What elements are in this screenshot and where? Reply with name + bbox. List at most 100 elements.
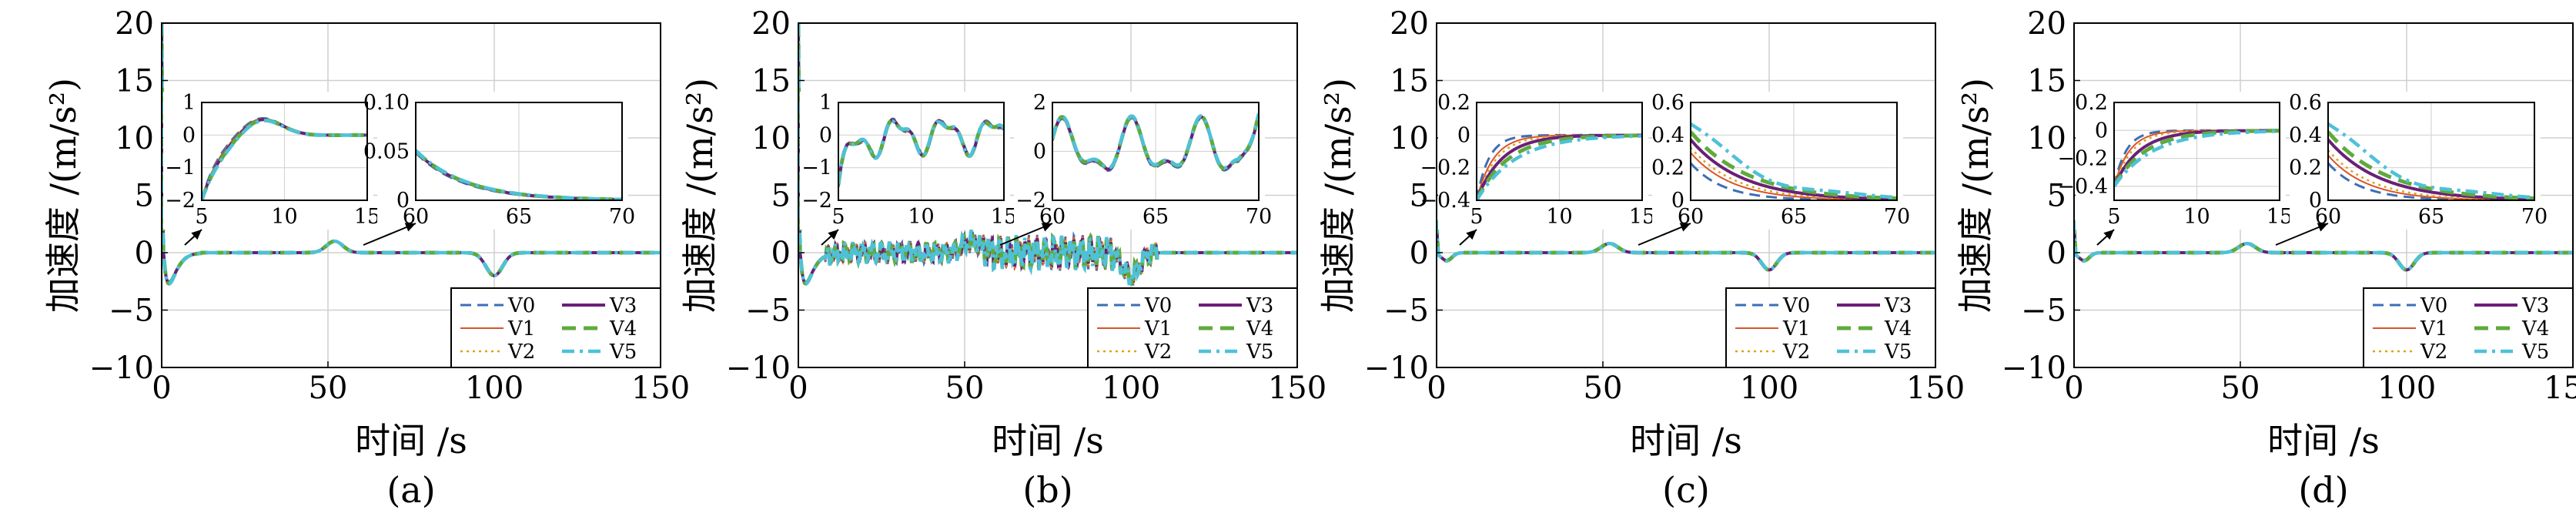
- x-tick-label: 0: [788, 371, 808, 406]
- inset-frame: [838, 102, 1005, 201]
- inset-x-tick-label: 65: [1142, 205, 1169, 229]
- panel-tag: (a): [386, 469, 435, 511]
- legend-label: V3: [1246, 294, 1273, 317]
- zoom-arrow-head: [2103, 230, 2114, 240]
- inset-frame: [1690, 102, 1898, 201]
- y-axis-label: 加速度 /(m/s²): [1955, 78, 1996, 313]
- inset-1: 5 10 15 −2 −1 0 1: [800, 91, 1017, 230]
- inset-x-tick-label: 5: [195, 205, 208, 229]
- y-tick-label: −10: [89, 351, 154, 386]
- inset-x-tick-label: 15: [354, 205, 380, 229]
- inset-y-tick-label: 0: [396, 189, 410, 213]
- legend-label: V2: [1782, 341, 1810, 364]
- inset-background: [2290, 92, 2541, 230]
- panel-tag: (b): [1022, 469, 1072, 511]
- legend-label: V1: [1144, 317, 1172, 341]
- legend-label: V5: [1884, 341, 1912, 364]
- inset-y-tick-label: 0: [2095, 119, 2108, 143]
- inset-series-line-V2: [1477, 134, 1642, 200]
- y-tick-label: 10: [115, 121, 154, 156]
- legend-label: V0: [1782, 294, 1810, 317]
- y-tick-label: −5: [2021, 294, 2066, 329]
- y-tick-label: 10: [1390, 121, 1429, 156]
- x-axis-label: 时间 /s: [2267, 420, 2380, 461]
- y-tick-label: 5: [771, 179, 791, 214]
- x-tick-label: 50: [2221, 371, 2260, 406]
- zoom-arrow-head: [404, 223, 416, 232]
- x-tick-label: 150: [631, 371, 690, 406]
- legend-label: V5: [609, 341, 637, 364]
- x-tick-label: 50: [945, 371, 985, 406]
- inset-y-tick-label: 0: [819, 123, 832, 147]
- y-tick-label: 5: [2047, 179, 2066, 214]
- y-tick-label: 15: [1390, 64, 1429, 99]
- inset-y-tick-label: −2: [1015, 189, 1046, 213]
- y-axis-label: 加速度 /(m/s²): [679, 78, 721, 313]
- inset-y-tick-label: 2: [1033, 91, 1046, 115]
- inset-x-tick-label: 5: [2107, 205, 2120, 229]
- inset-series-line-V5: [1052, 112, 1259, 170]
- inset-y-tick-label: −2: [801, 189, 832, 213]
- legend: V0 V3 V1 V4 V2 V5: [1087, 287, 1298, 368]
- inset-background: [800, 92, 1010, 230]
- legend-label: V2: [1144, 341, 1172, 364]
- inset-y-tick-label: 0: [2309, 189, 2322, 213]
- y-tick-label: 0: [135, 236, 154, 271]
- inset-frame: [2113, 102, 2280, 201]
- y-tick-label: −5: [745, 294, 791, 329]
- y-tick-label: 20: [751, 6, 791, 42]
- inset-y-tick-label: −1: [165, 156, 196, 180]
- y-tick-label: 20: [115, 6, 154, 42]
- y-tick-label: 15: [2027, 64, 2066, 99]
- inset-y-tick-label: 1: [182, 91, 196, 115]
- inset-background: [1438, 92, 1648, 230]
- inset-background: [2076, 92, 2286, 230]
- inset-y-tick-label: 0.4: [1651, 123, 1684, 147]
- y-tick-label: 10: [2027, 121, 2066, 156]
- inset-y-tick-label: −0.4: [2057, 175, 2108, 199]
- inset-series-group: [1477, 133, 1642, 200]
- inset-x-tick-label: 70: [1884, 205, 1910, 229]
- inset-x-tick-label: 5: [1470, 205, 1483, 229]
- inset-series-group: [416, 149, 622, 200]
- legend: V0 V3 V1 V4 V2 V5: [450, 287, 661, 368]
- inset-series-group: [1052, 112, 1259, 173]
- inset-frame: [415, 102, 623, 201]
- inset-series-group: [202, 117, 367, 200]
- inset-series-line-V5: [838, 119, 1004, 185]
- panel-tag: (d): [2298, 469, 2348, 511]
- inset-y-tick-label: 1: [819, 91, 832, 115]
- series-group: [2074, 220, 2573, 272]
- inset-y-tick-label: 0.05: [363, 140, 410, 164]
- inset-series-line-V5: [202, 119, 367, 200]
- y-tick-label: 0: [1410, 236, 1429, 271]
- y-tick-label: 5: [135, 179, 154, 214]
- x-tick-label: 50: [309, 371, 348, 406]
- x-tick-label: 0: [2064, 371, 2083, 406]
- y-tick-label: 20: [2027, 6, 2066, 42]
- x-axis-label: 时间 /s: [355, 420, 467, 461]
- legend-label: V2: [2420, 341, 2447, 364]
- y-tick-label: −10: [2002, 351, 2066, 386]
- legend-label: V2: [507, 341, 535, 364]
- inset-series-line-V5: [416, 149, 622, 200]
- inset-y-tick-label: −2: [165, 189, 196, 213]
- x-tick-label: 150: [2544, 371, 2576, 406]
- inset-y-tick-label: 0.2: [2075, 91, 2108, 115]
- inset-series-line-V4: [2114, 129, 2280, 188]
- inset-series-group: [2114, 129, 2280, 188]
- inset-background: [1652, 92, 1903, 230]
- y-tick-label: −10: [1364, 351, 1429, 386]
- inset-frame: [2327, 102, 2535, 201]
- x-tick-label: 0: [1427, 371, 1446, 406]
- inset-series-line-V4: [202, 118, 367, 200]
- inset-series-line-V3: [1691, 138, 1897, 200]
- inset-y-tick-label: 0.2: [1437, 91, 1470, 115]
- inset-2: 60 65 70−202: [1014, 91, 1272, 230]
- inset-x-tick-label: 10: [1546, 205, 1572, 229]
- x-tick-label: 100: [1102, 371, 1160, 406]
- zoom-arrow-head: [1466, 230, 1477, 240]
